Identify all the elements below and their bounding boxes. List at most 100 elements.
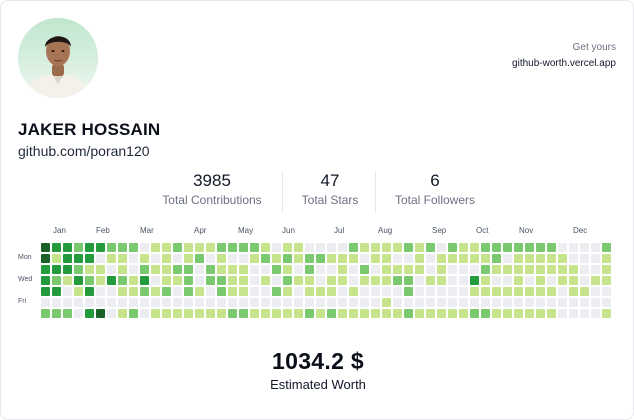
contribution-cell [261,243,270,252]
contribution-cell [393,265,402,274]
contribution-cell [459,276,468,285]
contribution-cell [217,309,226,318]
contribution-cell [426,276,435,285]
month-label: May [238,226,254,235]
contribution-cell [470,265,479,274]
contribution-cell [525,309,534,318]
contribution-cell [492,254,501,263]
contribution-cell [316,243,325,252]
contribution-cell [591,298,600,307]
contribution-cell [569,276,578,285]
contribution-cell [514,309,523,318]
contribution-cell [129,298,138,307]
contribution-cell [41,298,50,307]
contribution-cell [184,276,193,285]
contribution-cell [602,254,611,263]
contribution-cell [184,287,193,296]
contribution-cell [426,265,435,274]
contribution-cell [415,243,424,252]
contribution-cell [85,254,94,263]
contribution-cell [228,265,237,274]
contribution-cell [85,276,94,285]
contribution-cell [591,287,600,296]
contribution-cell [448,265,457,274]
contribution-cell [107,287,116,296]
contribution-cell [283,276,292,285]
contribution-cell [360,298,369,307]
month-label: Nov [519,226,534,235]
contribution-cell [360,276,369,285]
contribution-cell [393,254,402,263]
contribution-cell [305,243,314,252]
contribution-cell [492,243,501,252]
contribution-cell [437,243,446,252]
contribution-cell [338,243,347,252]
contribution-cell [602,298,611,307]
profile-github-link[interactable]: github.com/poran120 [18,143,150,159]
stat-stars: 47 Total Stars [290,171,370,207]
contribution-cell [393,276,402,285]
contribution-cell [294,298,303,307]
contribution-cell [85,298,94,307]
month-label: Aug [378,226,393,235]
contribution-cell [85,265,94,274]
contribution-cell [162,254,171,263]
contribution-cell [140,254,149,263]
contribution-cell [228,309,237,318]
contribution-cell [250,243,259,252]
contribution-cell [327,309,336,318]
contribution-cell [580,309,589,318]
contribution-cell [217,254,226,263]
contribution-cell [426,309,435,318]
contribution-cell [195,254,204,263]
contribution-cell [85,287,94,296]
contribution-cell [129,243,138,252]
contribution-cell [206,298,215,307]
contribution-cell [184,243,193,252]
stat-label: Total Stars [301,193,359,207]
contribution-cell [118,276,127,285]
contribution-cell [558,287,567,296]
contribution-cell [107,254,116,263]
contribution-cell [536,254,545,263]
contribution-cell [503,265,512,274]
contribution-cell [63,276,72,285]
estimated-worth: 1034.2 $ Estimated Worth [1,348,634,392]
contribution-cell [591,254,600,263]
day-label: Fri [18,298,27,305]
contribution-cell [107,276,116,285]
contribution-cell [591,265,600,274]
stat-value: 6 [430,171,440,190]
promo-link[interactable]: github-worth.vercel.app [512,58,616,69]
contribution-cell [569,298,578,307]
contribution-cell [316,265,325,274]
contribution-cell [107,243,116,252]
contribution-cell [305,254,314,263]
contribution-cell [250,254,259,263]
contribution-cell [63,254,72,263]
contribution-cell [580,287,589,296]
contribution-cell [118,265,127,274]
month-label: Jul [334,226,345,235]
contribution-cell [404,265,413,274]
contribution-cell [129,276,138,285]
contribution-cell [118,287,127,296]
contribution-cell [338,287,347,296]
contribution-cell [294,254,303,263]
contribution-cell [492,298,501,307]
contribution-cell [162,287,171,296]
contribution-cell [327,243,336,252]
contribution-cell [591,309,600,318]
promo-caption: Get yours [572,42,616,53]
contribution-cell [360,309,369,318]
avatar [18,18,98,98]
contribution-cell [437,276,446,285]
contribution-cell [52,254,61,263]
contribution-cell [316,254,325,263]
contribution-cell [525,287,534,296]
contribution-cell [459,287,468,296]
contribution-cell [514,254,523,263]
month-label: Oct [476,226,489,235]
contribution-cell [393,287,402,296]
contribution-cell [151,254,160,263]
